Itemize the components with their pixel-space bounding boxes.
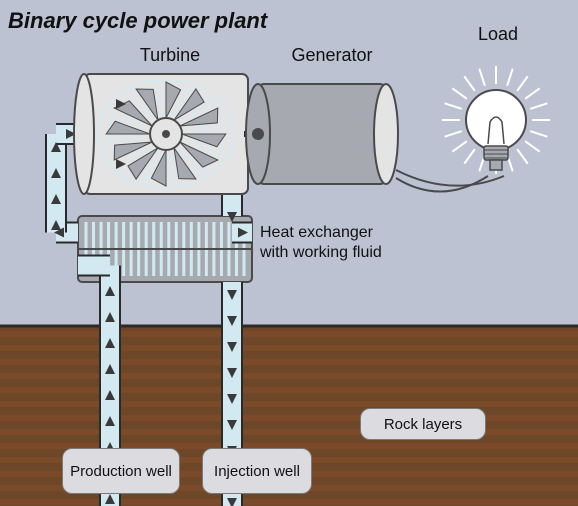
plate-rock-layers-text: Rock layers: [384, 416, 462, 433]
diagram-title: Binary cycle power plant: [8, 8, 267, 34]
label-generator: Generator: [262, 45, 402, 66]
plate-production-well: Production well: [62, 448, 180, 494]
label-heat-exchanger-2: with working fluid: [260, 244, 470, 262]
plate-production-text: Production well: [70, 463, 172, 480]
plate-rock-layers: Rock layers: [360, 408, 486, 440]
plate-injection-text: Injection well: [214, 463, 300, 480]
plate-injection-well: Injection well: [202, 448, 312, 494]
diagram-canvas: Binary cycle power plant Turbine Generat…: [0, 0, 578, 506]
label-heat-exchanger-1: Heat exchanger: [260, 224, 460, 242]
label-turbine: Turbine: [110, 45, 230, 66]
label-load: Load: [458, 24, 538, 45]
